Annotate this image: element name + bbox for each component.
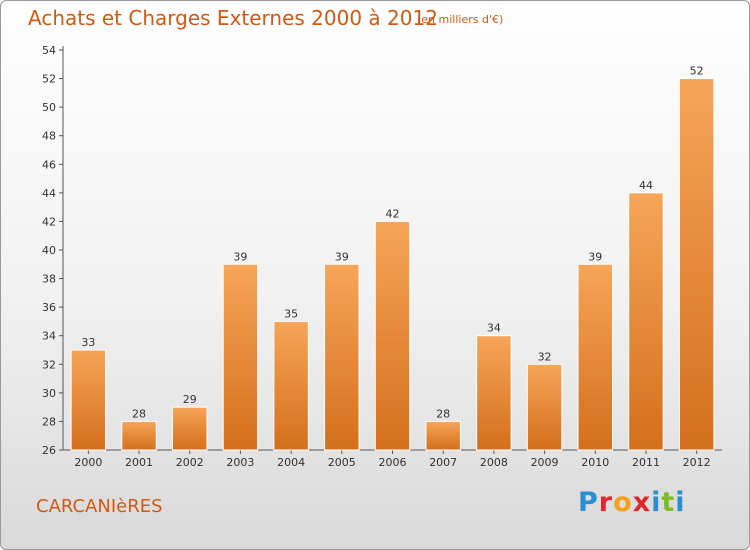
- bar: [273, 320, 309, 451]
- bar: [577, 263, 614, 451]
- data-label: 29: [183, 393, 197, 406]
- logo-letter: i: [675, 487, 686, 518]
- x-tick-label: 2004: [277, 456, 305, 469]
- logo-letter: t: [661, 487, 676, 518]
- data-label: 39: [335, 250, 349, 263]
- data-label: 34: [487, 322, 501, 335]
- data-label: 28: [132, 407, 146, 420]
- data-label: 42: [386, 207, 400, 220]
- logo-letter: i: [651, 487, 662, 518]
- x-tick-label: 2010: [581, 456, 609, 469]
- x-tick-label: 2000: [74, 456, 102, 469]
- data-label: 44: [639, 179, 653, 192]
- y-tick-label: 50: [42, 101, 56, 114]
- logo-letter: o: [613, 487, 633, 518]
- x-tick-label: 2009: [531, 456, 559, 469]
- data-label: 39: [588, 250, 602, 263]
- data-label: 39: [233, 250, 247, 263]
- data-label: 35: [284, 307, 298, 320]
- y-tick-label: 54: [42, 44, 56, 57]
- x-tick-label: 2008: [480, 456, 508, 469]
- data-label: 32: [538, 350, 552, 363]
- bar: [678, 78, 715, 451]
- data-label: 33: [81, 336, 95, 349]
- y-tick-label: 40: [42, 244, 56, 257]
- y-tick-label: 34: [42, 330, 56, 343]
- x-tick-label: 2003: [226, 456, 254, 469]
- commune-name: CARCANIèRES: [36, 496, 163, 517]
- y-tick-label: 36: [42, 301, 56, 314]
- chart-subtitle: (en milliers d'€): [417, 13, 504, 26]
- y-tick-label: 52: [42, 73, 56, 86]
- y-tick-label: 46: [42, 158, 56, 171]
- x-tick-label: 2006: [379, 456, 407, 469]
- y-tick-label: 26: [42, 444, 56, 457]
- data-label: 52: [690, 65, 704, 78]
- chart-title: Achats et Charges Externes 2000 à 2012: [28, 6, 438, 30]
- bar: [374, 220, 411, 451]
- x-tick-label: 2012: [683, 456, 711, 469]
- bar: [628, 192, 664, 451]
- x-tick-label: 2007: [429, 456, 457, 469]
- logo-letter: x: [632, 487, 652, 518]
- y-tick-label: 32: [42, 358, 56, 371]
- y-tick-label: 30: [42, 387, 56, 400]
- bar: [526, 363, 563, 451]
- x-tick-label: 2002: [176, 456, 204, 469]
- logo-letter: r: [598, 487, 614, 518]
- x-tick-label: 2011: [632, 456, 660, 469]
- y-tick-label: 42: [42, 215, 56, 228]
- bar: [70, 349, 107, 451]
- bar: [171, 406, 208, 451]
- y-tick-label: 38: [42, 273, 56, 286]
- x-tick-label: 2005: [328, 456, 356, 469]
- bar: [121, 420, 157, 451]
- x-tick-label: 2001: [125, 456, 153, 469]
- proxiti-logo: Proxiti: [578, 487, 686, 518]
- bar: [222, 263, 259, 451]
- data-label: 28: [436, 407, 450, 420]
- bar: [324, 263, 360, 451]
- bar: [476, 335, 512, 451]
- y-tick-label: 28: [42, 415, 56, 428]
- y-tick-label: 48: [42, 130, 56, 143]
- logo-letter: P: [578, 487, 599, 518]
- bar: [425, 420, 461, 451]
- y-tick-label: 44: [42, 187, 56, 200]
